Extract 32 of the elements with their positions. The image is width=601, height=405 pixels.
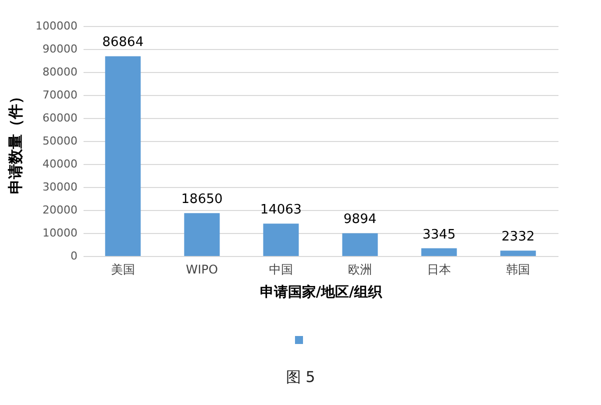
y-tick-label: 100000 xyxy=(36,20,78,32)
data-label: 86864 xyxy=(102,35,144,50)
bar xyxy=(263,224,299,256)
y-tick-label: 80000 xyxy=(42,66,78,78)
y-tick-label: 70000 xyxy=(42,88,78,102)
y-tick-label: 40000 xyxy=(42,158,78,170)
x-tick-label: 韩国 xyxy=(506,262,530,276)
x-tick-label: 日本 xyxy=(427,262,452,276)
y-tick-label: 90000 xyxy=(42,42,78,56)
bar xyxy=(342,233,378,256)
bar xyxy=(500,250,536,256)
caption: 图 5 xyxy=(284,368,316,387)
bar xyxy=(421,248,457,256)
data-label: 14063 xyxy=(260,202,302,218)
data-label: 9894 xyxy=(343,212,377,228)
data-label: 2332 xyxy=(502,230,535,245)
x-tick-label: 欧洲 xyxy=(348,262,372,276)
data-label: 18650 xyxy=(181,192,223,208)
x-tick-label: 中国 xyxy=(268,262,293,276)
y-tick-label: 30000 xyxy=(42,180,78,194)
x-tick-label: WIPO xyxy=(186,262,218,276)
bar xyxy=(184,213,220,256)
y-axis-title: 申请数量（件） xyxy=(6,89,25,194)
x-tick-label: 美国 xyxy=(110,262,135,276)
y-tick-label: 20000 xyxy=(42,204,78,216)
y-tick-label: 50000 xyxy=(42,134,78,148)
y-tick-label: 10000 xyxy=(42,226,78,240)
y-tick-label: 60000 xyxy=(42,112,78,124)
data-label: 3345 xyxy=(422,227,456,242)
x-axis-title: 申请国家/地区/组织 xyxy=(260,284,384,300)
y-tick-label: 0 xyxy=(70,250,78,262)
bar xyxy=(105,56,141,256)
